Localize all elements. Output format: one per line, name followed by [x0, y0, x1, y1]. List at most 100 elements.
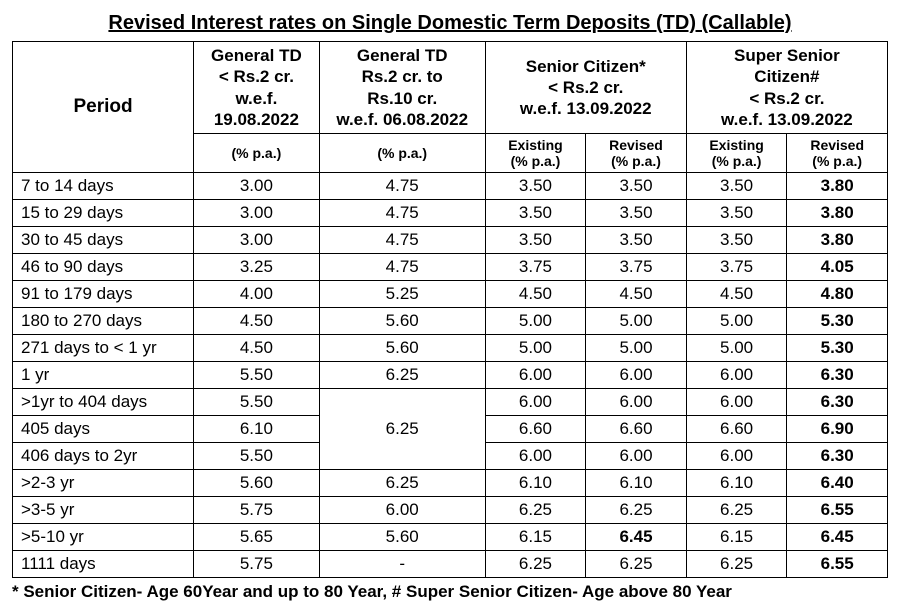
period-cell: 46 to 90 days	[13, 254, 194, 281]
sub-header-sc-existing: Existing(% p.a.)	[485, 134, 586, 173]
table-row: 1 yr5.506.256.006.006.006.30	[13, 362, 888, 389]
table-row: >3-5 yr5.756.006.256.256.256.55	[13, 497, 888, 524]
table-row: 30 to 45 days3.004.753.503.503.503.80	[13, 227, 888, 254]
ssc-revised-cell: 4.05	[787, 254, 888, 281]
ssc-existing-cell: 6.10	[686, 470, 787, 497]
g1-cell: 3.00	[194, 173, 320, 200]
sc-existing-cell: 6.10	[485, 470, 586, 497]
sc-revised-cell: 6.45	[586, 524, 687, 551]
period-cell: 1111 days	[13, 551, 194, 578]
g1-cell: 3.00	[194, 200, 320, 227]
col-header-general-td-1: General TD< Rs.2 cr.w.e.f.19.08.2022	[194, 42, 320, 134]
g2-cell: 4.75	[319, 227, 485, 254]
ssc-existing-cell: 6.60	[686, 416, 787, 443]
g2-cell: 5.60	[319, 335, 485, 362]
ssc-existing-cell: 6.25	[686, 497, 787, 524]
period-cell: 406 days to 2yr	[13, 443, 194, 470]
g1-cell: 5.50	[194, 389, 320, 416]
ssc-revised-cell: 6.30	[787, 389, 888, 416]
sc-existing-cell: 6.00	[485, 389, 586, 416]
ssc-existing-cell: 5.00	[686, 335, 787, 362]
ssc-existing-cell: 3.50	[686, 227, 787, 254]
table-row: 271 days to < 1 yr4.505.605.005.005.005.…	[13, 335, 888, 362]
period-cell: 15 to 29 days	[13, 200, 194, 227]
g1-cell: 5.75	[194, 551, 320, 578]
sc-revised-cell: 3.50	[586, 227, 687, 254]
g2-cell: -	[319, 551, 485, 578]
sc-existing-cell: 6.25	[485, 551, 586, 578]
table-row: >2-3 yr5.606.256.106.106.106.40	[13, 470, 888, 497]
table-row: 91 to 179 days4.005.254.504.504.504.80	[13, 281, 888, 308]
table-row: 7 to 14 days3.004.753.503.503.503.80	[13, 173, 888, 200]
table-row: >5-10 yr5.655.606.156.456.156.45	[13, 524, 888, 551]
ssc-existing-cell: 6.00	[686, 362, 787, 389]
ssc-revised-cell: 3.80	[787, 173, 888, 200]
g2-cell: 5.60	[319, 524, 485, 551]
col-header-super-senior-citizen: Super SeniorCitizen#< Rs.2 cr.w.e.f. 13.…	[686, 42, 887, 134]
sc-existing-cell: 3.50	[485, 200, 586, 227]
ssc-revised-cell: 6.45	[787, 524, 888, 551]
col-header-general-td-2: General TDRs.2 cr. toRs.10 cr.w.e.f. 06.…	[319, 42, 485, 134]
ssc-existing-cell: 4.50	[686, 281, 787, 308]
sc-revised-cell: 6.00	[586, 389, 687, 416]
g1-cell: 6.10	[194, 416, 320, 443]
col-header-senior-citizen: Senior Citizen*< Rs.2 cr.w.e.f. 13.09.20…	[485, 42, 686, 134]
g1-cell: 5.75	[194, 497, 320, 524]
sc-existing-cell: 6.00	[485, 443, 586, 470]
sc-revised-cell: 5.00	[586, 308, 687, 335]
col-header-period: Period	[13, 42, 194, 173]
ssc-revised-cell: 6.90	[787, 416, 888, 443]
period-cell: 180 to 270 days	[13, 308, 194, 335]
g1-cell: 3.25	[194, 254, 320, 281]
g2-cell: 6.25	[319, 362, 485, 389]
sc-existing-cell: 6.00	[485, 362, 586, 389]
ssc-existing-cell: 5.00	[686, 308, 787, 335]
g2-cell: 6.00	[319, 497, 485, 524]
sc-revised-cell: 6.60	[586, 416, 687, 443]
sc-existing-cell: 5.00	[485, 335, 586, 362]
ssc-revised-cell: 5.30	[787, 308, 888, 335]
period-cell: 271 days to < 1 yr	[13, 335, 194, 362]
ssc-existing-cell: 6.00	[686, 443, 787, 470]
sc-existing-cell: 6.60	[485, 416, 586, 443]
ssc-revised-cell: 6.30	[787, 443, 888, 470]
ssc-revised-cell: 3.80	[787, 227, 888, 254]
ssc-existing-cell: 6.00	[686, 389, 787, 416]
ssc-existing-cell: 3.50	[686, 200, 787, 227]
sc-existing-cell: 6.15	[485, 524, 586, 551]
sc-revised-cell: 6.25	[586, 497, 687, 524]
sub-header-g1: (% p.a.)	[194, 134, 320, 173]
page-title: Revised Interest rates on Single Domesti…	[12, 12, 888, 35]
g2-cell: 4.75	[319, 200, 485, 227]
table-row: 1111 days5.75-6.256.256.256.55	[13, 551, 888, 578]
sc-revised-cell: 3.75	[586, 254, 687, 281]
sc-existing-cell: 3.50	[485, 173, 586, 200]
period-cell: >2-3 yr	[13, 470, 194, 497]
ssc-revised-cell: 6.30	[787, 362, 888, 389]
sc-revised-cell: 3.50	[586, 200, 687, 227]
rates-table-body: 7 to 14 days3.004.753.503.503.503.8015 t…	[13, 173, 888, 578]
table-row: 180 to 270 days4.505.605.005.005.005.30	[13, 308, 888, 335]
g1-cell: 5.50	[194, 362, 320, 389]
g2-cell: 5.25	[319, 281, 485, 308]
period-cell: >5-10 yr	[13, 524, 194, 551]
period-cell: >1yr to 404 days	[13, 389, 194, 416]
ssc-revised-cell: 6.55	[787, 497, 888, 524]
ssc-existing-cell: 3.50	[686, 173, 787, 200]
sc-revised-cell: 5.00	[586, 335, 687, 362]
g1-cell: 4.50	[194, 335, 320, 362]
g2-cell-merged: 6.25	[319, 389, 485, 470]
ssc-existing-cell: 6.25	[686, 551, 787, 578]
period-cell: 30 to 45 days	[13, 227, 194, 254]
sub-header-sc-revised: Revised(% p.a.)	[586, 134, 687, 173]
ssc-revised-cell: 5.30	[787, 335, 888, 362]
rates-table: Period General TD< Rs.2 cr.w.e.f.19.08.2…	[12, 41, 888, 578]
g1-cell: 5.60	[194, 470, 320, 497]
g1-cell: 4.50	[194, 308, 320, 335]
sc-existing-cell: 4.50	[485, 281, 586, 308]
sub-header-ssc-existing: Existing(% p.a.)	[686, 134, 787, 173]
sc-revised-cell: 6.00	[586, 443, 687, 470]
period-cell: 405 days	[13, 416, 194, 443]
sc-existing-cell: 3.50	[485, 227, 586, 254]
g2-cell: 5.60	[319, 308, 485, 335]
